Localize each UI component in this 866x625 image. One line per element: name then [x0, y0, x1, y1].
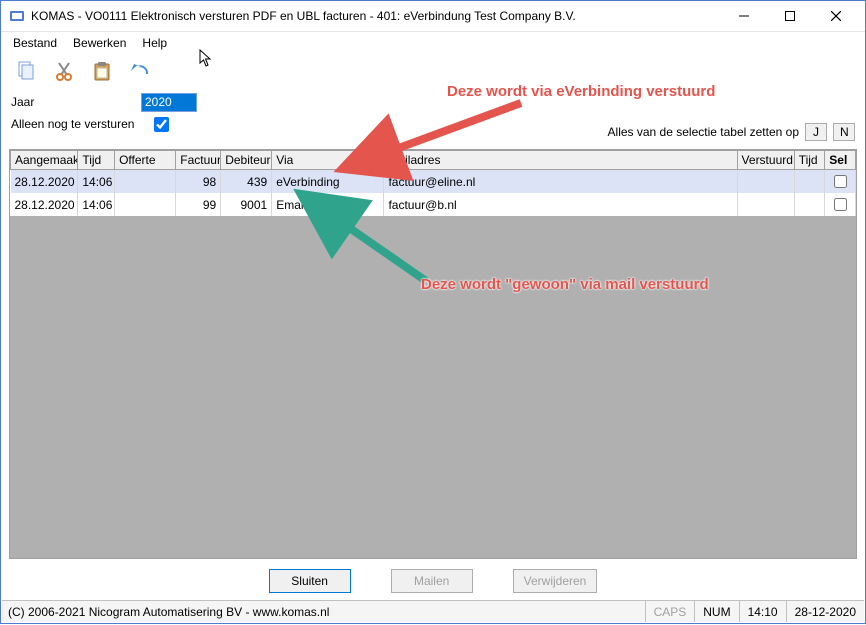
- minimize-button[interactable]: [721, 1, 767, 31]
- button-bar: Sluiten Mailen Verwijderen: [1, 563, 865, 599]
- undo-icon[interactable]: [125, 56, 155, 86]
- cell-factuur: 99: [176, 193, 221, 216]
- cell-mailadres: factuur@eline.nl: [384, 170, 737, 194]
- titlebar: KOMAS - VO0111 Elektronisch versturen PD…: [1, 1, 865, 31]
- menu-bestand[interactable]: Bestand: [5, 34, 65, 52]
- cell-via: Email: [272, 193, 384, 216]
- table-row[interactable]: 28.12.202014:06 98439eVerbindingfactuur@e…: [11, 170, 856, 194]
- window-title: KOMAS - VO0111 Elektronisch versturen PD…: [31, 9, 721, 23]
- selection-text: Alles van de selectie tabel zetten op: [608, 125, 799, 139]
- select-all-n-button[interactable]: N: [833, 123, 855, 141]
- col-aangemaakt[interactable]: Aangemaakt: [11, 151, 78, 170]
- copy-icon[interactable]: [11, 56, 41, 86]
- sluiten-button[interactable]: Sluiten: [269, 569, 351, 593]
- cell-factuur: 98: [176, 170, 221, 194]
- statusbar: (C) 2006-2021 Nicogram Automatisering BV…: [2, 600, 864, 622]
- only-send-label: Alleen nog te versturen: [11, 117, 134, 131]
- selection-toggle: Alles van de selectie tabel zetten op J …: [608, 123, 855, 141]
- table-row[interactable]: 28.12.202014:06 999001Emailfactuur@b.nl: [11, 193, 856, 216]
- app-icon: [9, 8, 25, 24]
- cell-tijd: 14:06: [78, 193, 115, 216]
- cell-sel: [825, 193, 856, 216]
- col-tijd2[interactable]: Tijd: [794, 151, 825, 170]
- year-label: Jaar: [11, 95, 135, 109]
- status-caps: CAPS: [645, 601, 695, 622]
- cell-offerte: [115, 193, 176, 216]
- status-num: NUM: [694, 601, 738, 622]
- window-controls: [721, 1, 859, 31]
- cell-verstuurd: [737, 170, 794, 194]
- year-input[interactable]: [141, 93, 197, 112]
- row-select-checkbox[interactable]: [834, 198, 847, 211]
- cut-icon[interactable]: [49, 56, 79, 86]
- cell-sel: [825, 170, 856, 194]
- cell-debiteur: 439: [221, 170, 272, 194]
- cell-aangemaakt: 28.12.2020: [11, 193, 78, 216]
- status-time: 14:10: [739, 601, 786, 622]
- cell-debiteur: 9001: [221, 193, 272, 216]
- cell-aangemaakt: 28.12.2020: [11, 170, 78, 194]
- select-all-j-button[interactable]: J: [805, 123, 827, 141]
- paste-icon[interactable]: [87, 56, 117, 86]
- col-sel[interactable]: Sel: [825, 151, 856, 170]
- col-verstuurd[interactable]: Verstuurd: [737, 151, 794, 170]
- menu-bewerken[interactable]: Bewerken: [65, 34, 134, 52]
- cell-verstuurd: [737, 193, 794, 216]
- cell-offerte: [115, 170, 176, 194]
- col-debiteur[interactable]: Debiteur: [221, 151, 272, 170]
- cell-via: eVerbinding: [272, 170, 384, 194]
- col-via[interactable]: Via: [272, 151, 384, 170]
- close-button[interactable]: [813, 1, 859, 31]
- col-tijd[interactable]: Tijd: [78, 151, 115, 170]
- status-date: 28-12-2020: [786, 601, 864, 622]
- only-send-checkbox[interactable]: [154, 117, 169, 132]
- col-offerte[interactable]: Offerte: [115, 151, 176, 170]
- menu-help[interactable]: Help: [134, 34, 175, 52]
- cell-tijd2: [794, 170, 825, 194]
- cell-tijd2: [794, 193, 825, 216]
- cell-tijd: 14:06: [78, 170, 115, 194]
- status-copyright: (C) 2006-2021 Nicogram Automatisering BV…: [2, 605, 645, 619]
- verwijderen-button[interactable]: Verwijderen: [513, 569, 598, 593]
- mailen-button[interactable]: Mailen: [391, 569, 473, 593]
- col-factuur[interactable]: Factuur: [176, 151, 221, 170]
- data-grid[interactable]: AangemaaktTijdOfferteFactuurDebiteurViaM…: [9, 149, 857, 559]
- row-select-checkbox[interactable]: [834, 175, 847, 188]
- cell-mailadres: factuur@b.nl: [384, 193, 737, 216]
- menubar: Bestand Bewerken Help: [1, 31, 865, 53]
- maximize-button[interactable]: [767, 1, 813, 31]
- toolbar: [1, 53, 865, 89]
- col-mailadres[interactable]: Mailadres: [384, 151, 737, 170]
